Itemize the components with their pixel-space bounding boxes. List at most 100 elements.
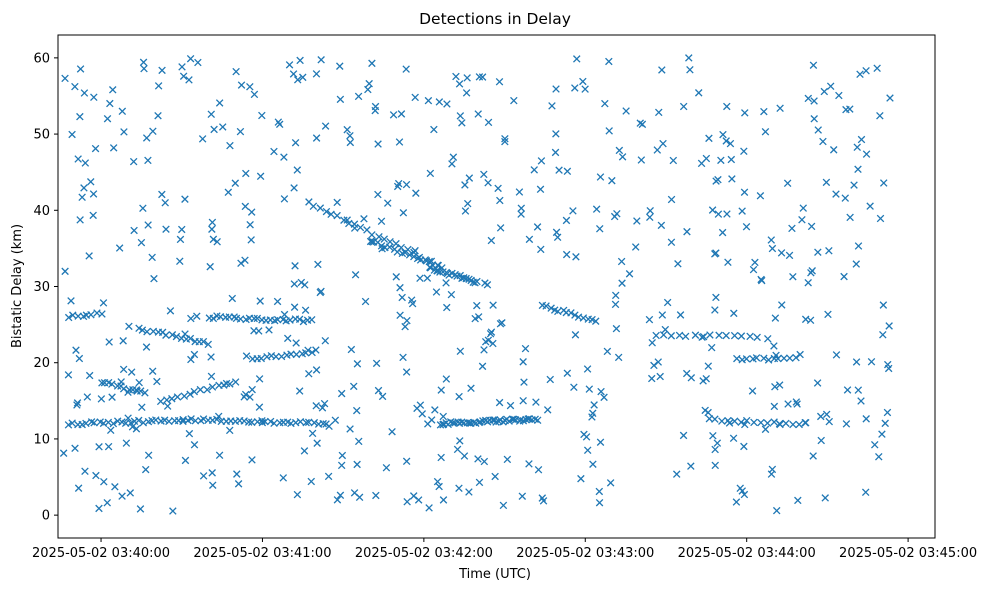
detection-point — [309, 202, 318, 210]
detection-point — [723, 210, 731, 218]
detection-point — [433, 477, 442, 486]
detection-point — [337, 389, 346, 398]
detection-point — [349, 382, 358, 391]
detection-point — [442, 279, 450, 287]
detection-point — [518, 492, 527, 500]
detection-point — [867, 357, 876, 366]
detection-point — [461, 181, 469, 189]
detection-point — [333, 198, 341, 207]
x-tick-label: 2025-05-02 03:42:00 — [355, 546, 493, 561]
detection-point — [832, 351, 841, 359]
detection-point — [636, 119, 645, 127]
x-axis: 2025-05-02 03:40:00 2025-05-02 03:41:00 20… — [32, 538, 977, 561]
detection-point — [337, 461, 346, 470]
detection-point — [532, 398, 540, 406]
detection-point — [531, 415, 539, 424]
detection-point — [293, 166, 302, 174]
detection-point — [74, 155, 82, 163]
detection-point — [862, 66, 870, 75]
detection-point — [491, 472, 499, 481]
detection-point — [153, 377, 161, 386]
detection-point — [473, 301, 481, 310]
detection-point — [187, 314, 195, 323]
detection-point — [364, 85, 372, 94]
detection-point — [883, 360, 892, 369]
detection-point — [203, 386, 211, 394]
detection-point — [312, 70, 321, 78]
detection-point — [353, 460, 361, 469]
detection-point — [465, 174, 474, 182]
detection-point — [761, 127, 770, 136]
detection-point — [563, 167, 572, 176]
detection-point — [312, 366, 321, 374]
detection-point — [697, 159, 706, 168]
detection-point — [256, 297, 264, 305]
detection-point — [661, 325, 670, 334]
detection-point — [208, 481, 217, 489]
detection-point — [383, 199, 392, 207]
detection-point — [738, 487, 747, 495]
detection-point — [653, 146, 662, 154]
detection-point — [231, 378, 240, 386]
detection-point — [234, 480, 243, 488]
detection-point — [826, 82, 835, 91]
detection-point — [705, 134, 713, 143]
detection-point — [606, 479, 615, 487]
detection-point — [132, 425, 141, 433]
detection-point — [456, 437, 464, 445]
detection-point — [675, 331, 684, 340]
detection-point — [106, 426, 115, 435]
detection-point — [553, 233, 562, 242]
detection-point — [322, 207, 331, 216]
detection-point — [136, 505, 145, 513]
detection-point — [825, 417, 834, 426]
detection-point — [296, 417, 305, 426]
detection-point — [241, 390, 250, 399]
y-tick-label: 0 — [42, 509, 50, 524]
detection-point — [725, 419, 734, 427]
detection-point — [385, 243, 394, 251]
detection-point — [372, 491, 380, 500]
detection-point — [274, 118, 283, 126]
detection-point — [724, 258, 732, 267]
detection-point — [658, 66, 666, 74]
detection-point — [722, 331, 730, 340]
detection-point — [825, 247, 833, 255]
detection-point — [542, 302, 550, 310]
detection-point — [489, 301, 497, 309]
detection-point — [879, 330, 887, 339]
detection-point — [280, 153, 288, 161]
detection-point — [333, 211, 341, 220]
detection-point — [608, 176, 616, 185]
detection-point — [712, 293, 720, 302]
detection-point — [876, 111, 884, 120]
detection-point — [119, 365, 128, 374]
detection-point — [757, 276, 766, 285]
x-tick-label: 2025-05-02 03:40:00 — [32, 546, 170, 561]
detection-point — [103, 498, 112, 507]
detection-point — [108, 380, 116, 388]
detection-point — [856, 70, 864, 78]
detection-point — [336, 62, 344, 70]
detection-point — [792, 353, 800, 362]
detection-point — [728, 175, 736, 183]
detection-point — [144, 451, 153, 460]
detection-point — [412, 189, 420, 197]
detection-point — [285, 61, 294, 69]
detection-point — [374, 386, 383, 395]
detection-point — [317, 287, 325, 296]
detection-point — [81, 159, 90, 167]
detection-point — [572, 253, 580, 261]
detection-point — [648, 339, 656, 347]
detection-point — [591, 317, 600, 325]
detection-point — [361, 297, 370, 306]
detection-point — [570, 383, 578, 391]
detection-point — [764, 356, 773, 364]
y-tick-label: 20 — [33, 356, 50, 371]
y-axis-title: Bistatic Delay (km) — [10, 224, 25, 348]
detection-point — [821, 494, 829, 502]
detection-point — [256, 172, 265, 181]
detection-point — [87, 418, 96, 426]
detection-point — [462, 89, 471, 97]
detection-point — [686, 66, 694, 74]
